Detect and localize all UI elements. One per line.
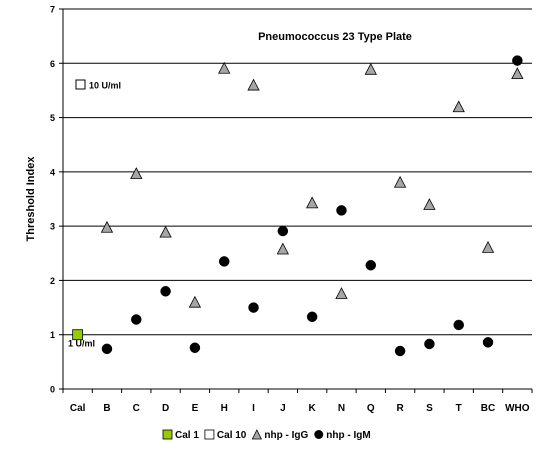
y-tick-label: 5: [50, 113, 55, 123]
data-point-nhp-igg: [218, 61, 231, 74]
data-point-nhp-igg: [393, 175, 407, 188]
x-tick-label: N: [338, 403, 345, 414]
legend-swatch-cal-1: [162, 429, 173, 440]
data-point-nhp-igg: [247, 78, 260, 91]
data-point-nhp-igg: [335, 287, 348, 299]
legend-label-nhp-igm: nhp - IgM: [326, 430, 370, 441]
data-point-nhp-igm: [160, 286, 171, 297]
legend-swatch-cal-10: [204, 429, 215, 440]
data-point-nhp-igg: [100, 220, 114, 233]
legend-label-nhp-igg: nhp - IgG: [264, 430, 308, 441]
x-tick-label: S: [426, 403, 433, 414]
data-point-nhp-igg: [481, 240, 495, 253]
data-point-nhp-igm: [512, 55, 523, 66]
data-point-nhp-igm: [394, 345, 406, 357]
y-tick-label: 4: [50, 167, 55, 177]
data-point-nhp-igg: [305, 196, 319, 209]
data-point-nhp-igm: [336, 205, 347, 216]
y-axis-label: Threshold Index: [25, 156, 37, 242]
data-point-nhp-igm: [453, 319, 464, 331]
y-tick-label: 7: [50, 5, 55, 15]
data-point-nhp-igm: [424, 338, 435, 350]
annotation-open-square-icon: [75, 79, 86, 90]
x-tick-label: E: [192, 403, 199, 414]
legend-swatch-nhp-igg: [251, 429, 263, 440]
data-point-nhp-igg: [188, 295, 202, 308]
x-tick-label: T: [456, 403, 462, 414]
data-point-nhp-igg: [276, 242, 290, 255]
data-point-nhp-igm: [306, 311, 318, 323]
data-point-nhp-igg: [159, 225, 172, 238]
y-tick-label: 6: [50, 59, 55, 69]
data-point-nhp-igm: [248, 302, 259, 313]
x-tick-label: Q: [367, 403, 375, 414]
legend-label-cal-10: Cal 10: [217, 430, 247, 441]
x-tick-label: WHO: [505, 403, 530, 414]
data-point-nhp-igm: [189, 342, 201, 353]
data-point-nhp-igg: [364, 62, 377, 75]
x-tick-label: J: [280, 403, 286, 414]
data-point-nhp-igm: [101, 343, 113, 355]
x-tick-label: C: [133, 403, 140, 414]
x-tick-label: BC: [481, 403, 495, 414]
chart-title: Pneumococcus 23 Type Plate: [258, 31, 412, 43]
data-point-nhp-igm: [365, 259, 377, 271]
x-tick-label: Cal: [70, 403, 86, 414]
data-point-nhp-igm: [131, 314, 142, 325]
y-tick-label: 0: [50, 385, 55, 395]
x-tick-label: I: [252, 403, 255, 414]
data-point-nhp-igg: [452, 100, 465, 113]
x-tick-label: H: [221, 403, 228, 414]
x-tick-label: D: [162, 403, 169, 414]
annotation-label: 10 U/ml: [89, 81, 121, 91]
y-tick-label: 3: [50, 222, 55, 232]
data-point-nhp-igm: [277, 225, 289, 237]
x-tick-label: B: [103, 403, 110, 414]
y-tick-label: 2: [50, 276, 55, 286]
data-point-nhp-igg: [423, 198, 436, 210]
y-tick-label: 1: [50, 330, 55, 340]
data-point-cal-1: [72, 329, 84, 341]
data-point-nhp-igg: [511, 67, 524, 80]
data-point-nhp-igg: [130, 167, 143, 179]
data-point-nhp-igm: [482, 337, 494, 348]
annotation-label: 1 U/ml: [68, 338, 95, 348]
x-tick-label: R: [396, 403, 404, 414]
legend-swatch-nhp-igm: [314, 430, 324, 439]
x-tick-label: K: [309, 403, 317, 414]
legend-label-cal-1: Cal 1: [175, 430, 199, 441]
data-point-nhp-igm: [218, 256, 230, 267]
